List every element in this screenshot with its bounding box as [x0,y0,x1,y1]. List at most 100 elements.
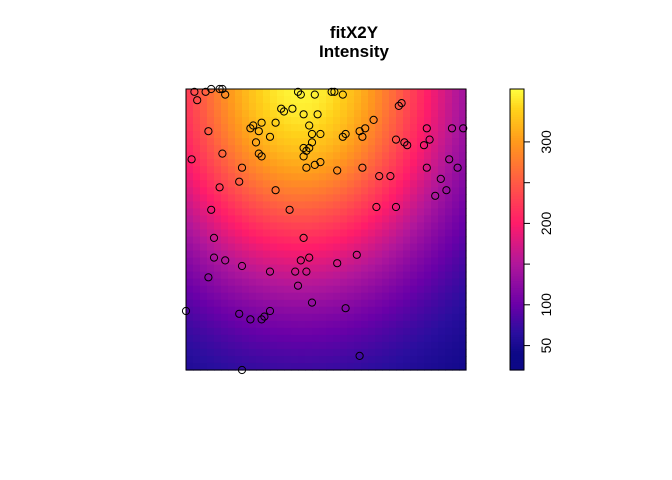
heatmap-cell [424,257,432,266]
heatmap-cell [312,96,320,104]
heatmap-cell [291,138,299,146]
heatmap-cell [340,110,348,118]
heatmap-cell [424,250,432,259]
colorbar-segment [510,297,524,301]
heatmap-cell [452,138,460,146]
heatmap-cell [284,320,292,329]
heatmap-cell [319,362,327,371]
heatmap-cell [445,264,453,273]
heatmap-cell [410,327,418,336]
data-point [279,107,289,116]
heatmap-cell [403,362,411,371]
heatmap-cell [396,89,404,97]
heatmap-cell [459,313,467,322]
heatmap-cell [368,278,376,287]
heatmap-cell [417,320,425,329]
heatmap-cell [228,103,236,111]
heatmap-cell [291,229,299,238]
heatmap-cell [263,313,271,322]
heatmap-cell [207,278,215,287]
heatmap-cell [340,124,348,132]
heatmap-cell [186,327,194,336]
heatmap-cell [347,299,355,308]
colorbar-segment [510,156,524,160]
heatmap-cell [445,271,453,280]
heatmap-cell [284,103,292,111]
heatmap-cell [193,292,201,301]
heatmap-cell [207,208,215,217]
heatmap-cell [368,257,376,266]
heatmap-cell [256,208,264,217]
heatmap-cell [368,117,376,125]
heatmap-cell [235,96,243,104]
heatmap-cell [235,348,243,357]
data-point [369,115,378,125]
heatmap-cell [277,306,285,315]
heatmap-cell [235,131,243,139]
heatmap-cell [354,278,362,287]
colorbar-segment [510,276,524,280]
heatmap-cell [284,313,292,322]
heatmap-cell [298,103,306,111]
heatmap-cell [221,96,229,104]
data-point [361,124,370,133]
heatmap-cell [459,103,467,111]
heatmap-cell [305,306,313,315]
data-point [302,163,311,172]
heatmap-cell [214,341,222,350]
heatmap-cell [375,348,383,357]
heatmap-cell [396,187,404,195]
heatmap-cell [249,201,257,210]
heatmap-cell [235,362,243,371]
heatmap-cell [431,285,439,294]
heatmap-cell [277,131,285,139]
heatmap-cell [242,243,250,252]
colorbar-tick-label: 200 [538,212,554,236]
heatmap-cell [242,222,250,231]
heatmap-cell [186,341,194,350]
heatmap-cell [249,152,257,160]
heatmap-cell [382,264,390,273]
heatmap-cell [431,229,439,238]
heatmap-cell [207,313,215,322]
heatmap-cell [214,306,222,315]
data-point [209,233,219,242]
heatmap-cell [305,173,313,181]
heatmap-cell [431,201,439,210]
heatmap-cell [333,285,341,294]
data-point [271,186,280,195]
heatmap-cell [305,362,313,371]
heatmap-cell [333,278,341,287]
heatmap-cell [284,278,292,287]
heatmap-cell [214,138,222,146]
heatmap-cell [291,152,299,160]
colorbar-segment [510,313,524,317]
heatmap-cell [417,348,425,357]
heatmap-cell [361,173,369,181]
heatmap-cell [368,250,376,259]
heatmap-cell [277,313,285,322]
heatmap-cell [235,236,243,245]
heatmap-cell [270,243,278,252]
heatmap-cell [186,257,194,266]
heatmap-cell [431,110,439,118]
heatmap-cell [228,187,236,195]
heatmap-cell [291,236,299,245]
heatmap-cell [403,292,411,301]
heatmap-cell [382,306,390,315]
heatmap-cell [417,299,425,308]
heatmap-cell [270,194,278,203]
heatmap-cell [235,117,243,125]
heatmap-cell [459,341,467,350]
heatmap-cell [424,117,432,125]
heatmap-cell [298,250,306,259]
heatmap-cell [228,159,236,167]
heatmap-cell [207,110,215,118]
heatmap-cell [424,180,432,188]
heatmap-cell [207,229,215,238]
heatmap-cell [200,250,208,259]
heatmap-cell [200,278,208,287]
heatmap-cell [417,341,425,350]
heatmap-cell [452,208,460,217]
heatmap-cell [277,341,285,350]
